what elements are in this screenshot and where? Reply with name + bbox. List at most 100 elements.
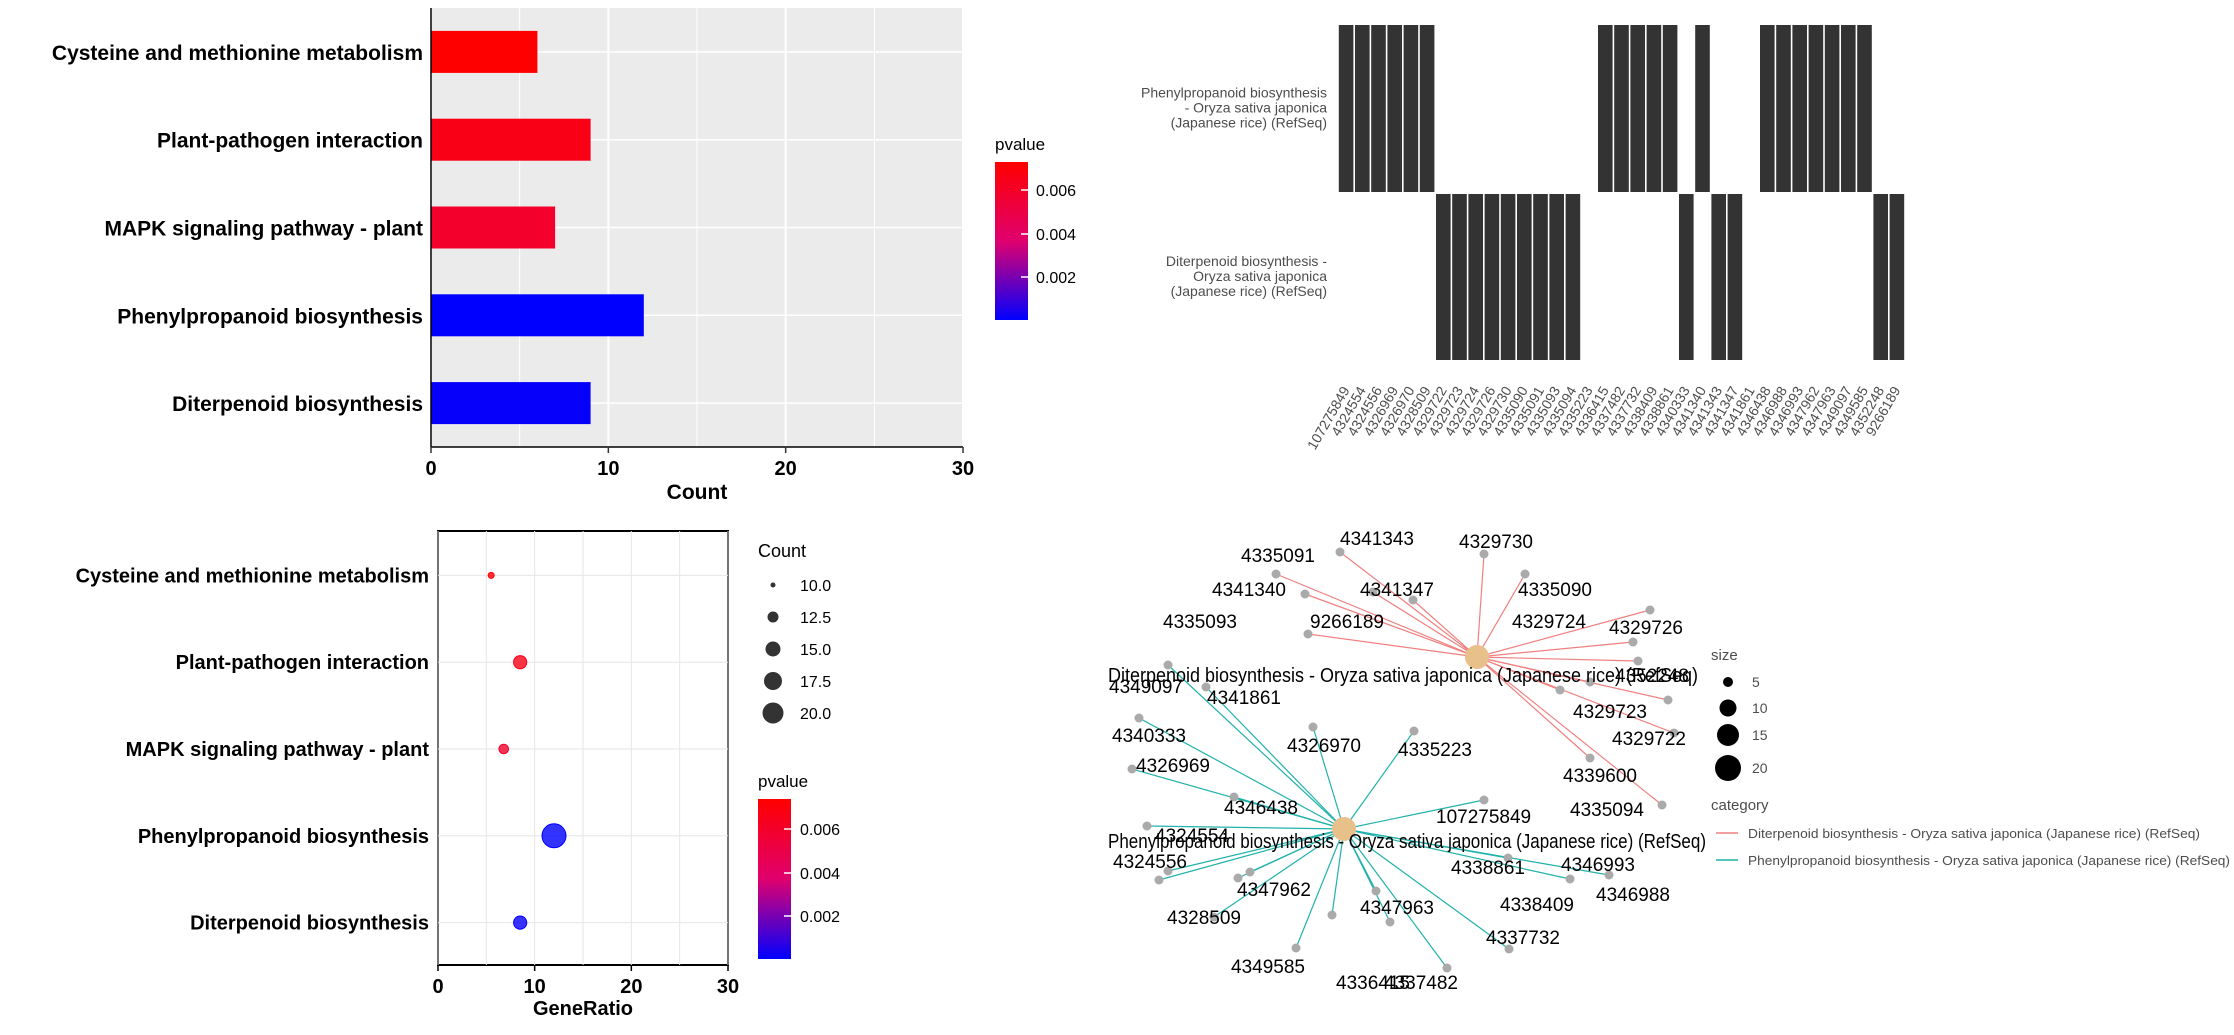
heatmap-cell xyxy=(1403,25,1419,192)
dot-category-label: Diterpenoid biosynthesis xyxy=(190,913,429,935)
heatmap-cell xyxy=(1808,25,1824,192)
dot-x-tick-label: 30 xyxy=(717,976,739,998)
heatmap-row-label: Diterpenoid biosynthesis - xyxy=(1166,253,1327,269)
network-edge-phenylpropanoid xyxy=(1167,664,1345,830)
bar xyxy=(431,30,538,73)
network-gene-node xyxy=(1245,867,1255,877)
network-gene-label: 4335093 xyxy=(1163,612,1237,633)
heatmap-cell xyxy=(1679,194,1694,360)
dot-count-legend-label: 10.0 xyxy=(800,578,831,595)
dot-series xyxy=(487,571,567,930)
network-category-legend: category Diterpenoid biosynthesis - Oryza… xyxy=(1711,797,2230,868)
network-gene-label: 4326969 xyxy=(1136,756,1210,777)
network-gene-node xyxy=(1271,569,1281,579)
dot-count-legend-key xyxy=(764,672,782,690)
bar-x-axis-label: Count xyxy=(667,481,728,504)
heatmap-cell xyxy=(1500,194,1516,360)
dot-category-label: Phenylpropanoid biosynthesis xyxy=(138,826,429,848)
network-gene-node xyxy=(1442,963,1452,973)
bar-series xyxy=(430,8,963,448)
network-size-legend-label: 15 xyxy=(1752,727,1768,743)
dot-count-legend-label: 15.0 xyxy=(800,642,831,659)
network-gene-node xyxy=(1555,685,1565,695)
network-gene-node xyxy=(1585,753,1595,763)
network-gene-label: 4335094 xyxy=(1570,800,1644,821)
network-gene-node xyxy=(1520,569,1530,579)
heatmap-cell xyxy=(1598,25,1613,192)
bar-legend-tick-label: 0.006 xyxy=(1036,183,1076,200)
network-gene-label: 4329723 xyxy=(1573,702,1647,723)
heatmap-cell xyxy=(1889,194,1905,360)
network-gene-label: 4341343 xyxy=(1340,529,1414,550)
network-gene-node xyxy=(1409,726,1419,736)
dot-legend-ticks: 0.006 0.004 0.002 xyxy=(784,822,840,926)
network-gene-label: 4338861 xyxy=(1451,858,1525,879)
dot-legend-colorbar xyxy=(758,799,791,959)
heatmap-row-label: - Oryza sativa japonica xyxy=(1185,100,1328,116)
bar-category-label: Phenylpropanoid biosynthesis xyxy=(117,305,423,328)
heatmap-row-label: Phenylpropanoid biosynthesis xyxy=(1141,85,1327,101)
network-edge-phenylpropanoid xyxy=(1158,828,1345,881)
network-size-legend-title: size xyxy=(1711,647,1738,664)
heatmap-cell xyxy=(1873,194,1888,360)
network-hub-node-phenylpropanoid xyxy=(1332,817,1356,841)
dot-count-legend-key xyxy=(762,702,784,724)
network-gene-label: 9266189 xyxy=(1310,612,1384,633)
network-gene-node xyxy=(1229,792,1239,802)
dot-count-legend-key xyxy=(767,611,779,623)
network-edge-diterpenoid xyxy=(1307,633,1478,658)
heatmap-cell xyxy=(1371,25,1386,192)
network-edge-phenylpropanoid xyxy=(1343,730,1415,830)
heatmap-cell xyxy=(1776,25,1791,192)
heatmap-cell xyxy=(1662,25,1678,192)
bar-category-label: Cysteine and methionine metabolism xyxy=(52,42,423,65)
network-gene-label: 4335091 xyxy=(1241,546,1315,567)
bar-pvalue-legend: pvalue 0.006 0.004 0.002 xyxy=(995,135,1076,320)
network-gene-node xyxy=(1209,912,1219,922)
network-gene-node xyxy=(1408,595,1418,605)
network-gene-node xyxy=(1504,944,1514,954)
dot-grid xyxy=(437,531,729,965)
network-gene-node xyxy=(1163,660,1173,670)
dot-legend-tick-label: 0.002 xyxy=(800,909,840,926)
dot xyxy=(541,823,567,849)
network-gene-node xyxy=(1371,886,1381,896)
network-gene-label: 4324554 xyxy=(1155,826,1229,847)
dot-count-legend-label: 12.5 xyxy=(800,610,831,627)
heatmap-cell xyxy=(1549,194,1564,360)
network-edge-diterpenoid xyxy=(1476,609,1651,658)
dot-count-legend-key xyxy=(770,582,776,588)
heatmap-cell xyxy=(1695,25,1710,192)
dot-count-legend-label: 17.5 xyxy=(800,674,831,691)
network-gene-node xyxy=(1308,722,1318,732)
network-edge-phenylpropanoid xyxy=(1312,726,1345,830)
network-gene-label: 4341347 xyxy=(1360,580,1434,601)
network-gene-node xyxy=(1565,874,1575,884)
network-edge-diterpenoid xyxy=(1412,599,1478,658)
heatmap-row-label: Oryza sativa japonica xyxy=(1193,268,1327,284)
network-gene-label: 4337732 xyxy=(1486,928,1560,949)
network-gene-node xyxy=(1335,547,1345,557)
heatmap-cell xyxy=(1760,25,1775,192)
bar xyxy=(431,382,591,425)
bar-category-labels: Cysteine and methionine metabolism Plant-… xyxy=(52,42,423,416)
dot xyxy=(513,655,528,670)
heatmap-cell xyxy=(1824,25,1840,192)
dot xyxy=(487,571,495,579)
dot-plot-panel: Cysteine and methionine metabolism Plant-… xyxy=(76,530,840,1020)
network-gene-node xyxy=(1163,866,1173,876)
bar-chart-panel: Cysteine and methionine metabolism Plant-… xyxy=(52,8,1076,504)
heatmap-column-labels: 1072758494324554432455643269694326970432… xyxy=(1304,383,1904,452)
network-gene-label: 4341340 xyxy=(1212,580,1286,601)
network-size-legend: size 5 10 15 20 xyxy=(1711,647,1768,781)
dot-count-legend-key xyxy=(765,641,781,657)
network-category-legend-title: category xyxy=(1711,797,1769,814)
heatmap-row-labels: Phenylpropanoid biosynthesis- Oryza sati… xyxy=(1141,85,1327,300)
network-edge-phenylpropanoid xyxy=(1343,828,1610,876)
dot-category-label: Plant-pathogen interaction xyxy=(176,652,429,674)
network-gene-node xyxy=(1300,589,1310,599)
network-nodes xyxy=(1127,547,1679,973)
network-gene-label: 4329722 xyxy=(1612,729,1686,750)
network-gene-node xyxy=(1154,875,1164,885)
